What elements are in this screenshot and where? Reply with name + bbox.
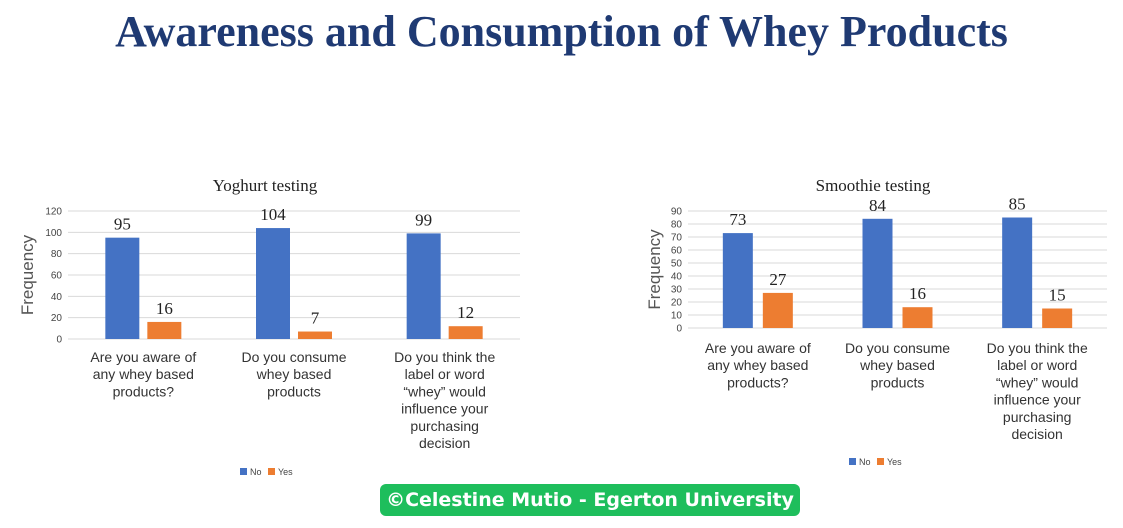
smoothie-y-tick-label: 60 <box>671 246 683 257</box>
yoghurt-y-tick-label: 100 <box>45 228 62 239</box>
smoothie-y-tick-label: 30 <box>671 285 683 296</box>
yoghurt-category-label: Do you consume whey based products <box>241 349 346 399</box>
smoothie-category-label-line: products? <box>727 374 789 390</box>
yoghurt-category-label: Do you think the label or word “whey” woul… <box>394 349 495 451</box>
yoghurt-chart-title: Yoghurt testing <box>213 176 318 195</box>
smoothie-category-label-line: Do you think the <box>987 340 1088 356</box>
smoothie-category-label-line: “whey” would <box>996 374 1078 390</box>
yoghurt-category-label-line: products? <box>113 383 175 399</box>
yoghurt-legend-swatch-yes <box>268 468 275 475</box>
smoothie-y-tick-label: 90 <box>671 207 683 218</box>
yoghurt-category-label-line: Are you aware of <box>90 349 196 365</box>
yoghurt-data-label: 12 <box>457 303 474 322</box>
yoghurt-y-tick-label: 120 <box>45 207 62 218</box>
yoghurt-data-label: 95 <box>114 215 131 234</box>
smoothie-bar-yes <box>1042 308 1073 328</box>
smoothie-legend-swatch-yes <box>877 458 884 465</box>
yoghurt-data-label: 7 <box>311 309 320 328</box>
smoothie-category-label-line: influence your <box>994 392 1082 408</box>
smoothie-y-tick-label: 0 <box>676 324 682 335</box>
smoothie-bar-yes <box>762 292 793 328</box>
yoghurt-data-label: 99 <box>415 210 432 229</box>
yoghurt-category-label: Are you aware of any whey based products? <box>90 349 196 399</box>
yoghurt-y-tick-label: 40 <box>51 292 63 303</box>
smoothie-chart-title: Smoothie testing <box>816 176 931 195</box>
smoothie-category-label: Do you think the label or word “whey” woul… <box>987 340 1088 442</box>
smoothie-y-tick-label: 70 <box>671 233 683 244</box>
yoghurt-category-label-line: Do you think the <box>394 349 495 365</box>
smoothie-data-label: 85 <box>1009 195 1026 214</box>
smoothie-bar-yes <box>902 307 933 328</box>
yoghurt-y-axis-label: Frequency <box>18 234 37 315</box>
smoothie-y-tick-label: 10 <box>671 311 683 322</box>
yoghurt-y-tick-label: 0 <box>56 335 62 346</box>
smoothie-y-tick-label: 50 <box>671 259 683 270</box>
yoghurt-bar-no <box>406 233 441 339</box>
yoghurt-category-label-line: Do you consume <box>241 349 346 365</box>
smoothie-bar-no <box>722 233 753 328</box>
yoghurt-legend-label-yes: Yes <box>278 467 293 477</box>
yoghurt-legend-label-no: No <box>250 467 262 477</box>
smoothie-legend-label-no: No <box>859 457 871 467</box>
smoothie-category-label-line: purchasing <box>1003 409 1072 425</box>
yoghurt-category-label-line: any whey based <box>93 366 194 382</box>
yoghurt-data-label: 16 <box>156 299 173 318</box>
smoothie-bar-no <box>1002 217 1033 328</box>
smoothie-category-label-line: label or word <box>997 357 1077 373</box>
smoothie-category-label: Are you aware of any whey based products? <box>705 340 811 390</box>
yoghurt-category-label-line: label or word <box>405 366 485 382</box>
smoothie-data-label: 73 <box>729 210 746 229</box>
yoghurt-legend-swatch-no <box>240 468 247 475</box>
yoghurt-y-tick-label: 60 <box>51 271 63 282</box>
smoothie-data-label: 15 <box>1049 286 1066 305</box>
yoghurt-bar-yes <box>147 321 182 339</box>
smoothie-data-label: 84 <box>869 196 887 215</box>
smoothie-y-tick-label: 20 <box>671 298 683 309</box>
smoothie-y-tick-label: 80 <box>671 220 683 231</box>
smoothie-category-label-line: whey based <box>859 357 935 373</box>
yoghurt-bar-yes <box>448 326 483 339</box>
yoghurt-bar-no <box>256 228 290 339</box>
smoothie-category-label-line: Do you consume <box>845 340 950 356</box>
smoothie-category-label-line: any whey based <box>707 357 808 373</box>
smoothie-category-label-line: decision <box>1011 426 1062 442</box>
smoothie-data-label: 27 <box>769 270 787 289</box>
yoghurt-category-label-line: purchasing <box>410 418 479 434</box>
smoothie-y-axis-label: Frequency <box>645 229 664 310</box>
yoghurt-category-label-line: decision <box>419 435 470 451</box>
yoghurt-bar-yes <box>298 331 332 339</box>
smoothie-bar-no <box>862 218 893 328</box>
yoghurt-category-label-line: influence your <box>401 401 489 417</box>
yoghurt-y-tick-label: 20 <box>51 313 63 324</box>
smoothie-legend-swatch-no <box>849 458 856 465</box>
watermark-badge: ©Celestine Mutio - Egerton University <box>380 484 800 516</box>
yoghurt-bar-no <box>105 237 140 339</box>
smoothie-data-label: 16 <box>909 284 926 303</box>
page-title: Awareness and Consumption of Whey Produc… <box>115 7 1008 56</box>
yoghurt-category-label-line: products <box>267 383 321 399</box>
yoghurt-category-label-line: whey based <box>256 366 332 382</box>
smoothie-legend-label-yes: Yes <box>887 457 902 467</box>
yoghurt-y-tick-label: 80 <box>51 249 63 260</box>
yoghurt-data-label: 104 <box>260 205 286 224</box>
smoothie-y-tick-label: 40 <box>671 272 683 283</box>
smoothie-category-label-line: products <box>871 374 925 390</box>
yoghurt-category-label-line: “whey” would <box>403 383 485 399</box>
smoothie-category-label: Do you consume whey based products <box>845 340 950 390</box>
smoothie-category-label-line: Are you aware of <box>705 340 811 356</box>
